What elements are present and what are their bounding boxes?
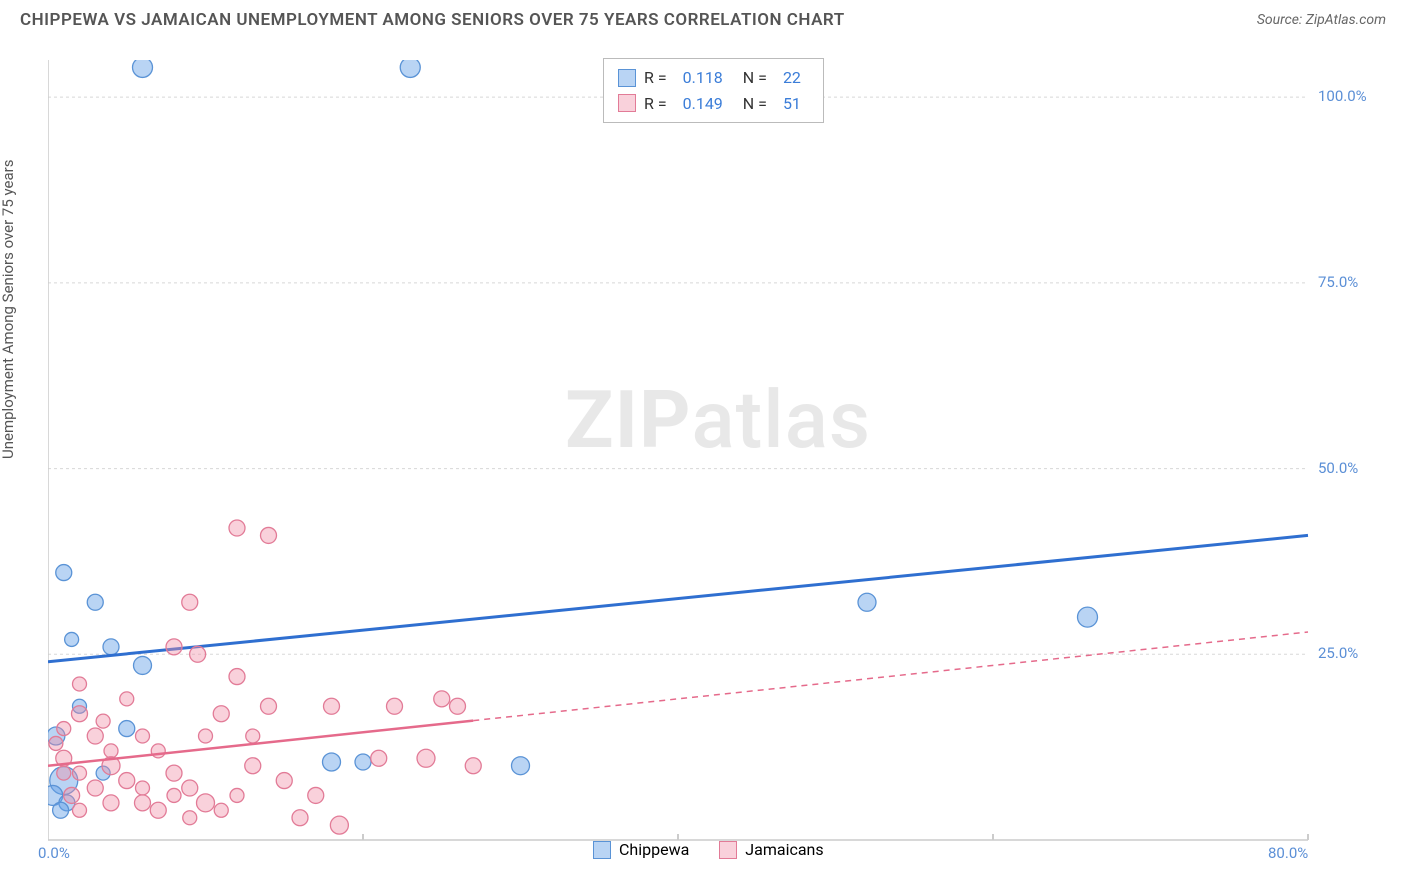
legend-swatch xyxy=(618,69,636,87)
y-axis-label: Unemployment Among Seniors over 75 years xyxy=(0,160,17,459)
stats-legend: R =0.118 N =22 R =0.149 N =51 xyxy=(603,58,824,123)
legend-item: Jamaicans xyxy=(719,840,823,859)
chart-area: ZIPatlas R =0.118 N =22 R =0.149 N =51 C… xyxy=(48,60,1388,860)
scatter-chart xyxy=(48,60,1388,860)
series-legend: Chippewa Jamaicans xyxy=(593,840,824,859)
y-tick-label: 25.0% xyxy=(1318,644,1358,662)
chart-title: CHIPPEWA VS JAMAICAN UNEMPLOYMENT AMONG … xyxy=(20,10,845,30)
x-tick-label: 80.0% xyxy=(1268,844,1308,862)
stats-row: R =0.149 N =51 xyxy=(618,91,809,117)
stats-row: R =0.118 N =22 xyxy=(618,65,809,91)
y-tick-label: 50.0% xyxy=(1318,459,1358,477)
x-tick-label: 0.0% xyxy=(38,844,70,862)
legend-item: Chippewa xyxy=(593,840,689,859)
source-label: Source: ZipAtlas.com xyxy=(1257,12,1386,28)
legend-swatch xyxy=(719,841,737,859)
legend-swatch xyxy=(618,94,636,112)
legend-swatch xyxy=(593,841,611,859)
y-tick-label: 100.0% xyxy=(1318,87,1367,105)
y-tick-label: 75.0% xyxy=(1318,273,1358,291)
